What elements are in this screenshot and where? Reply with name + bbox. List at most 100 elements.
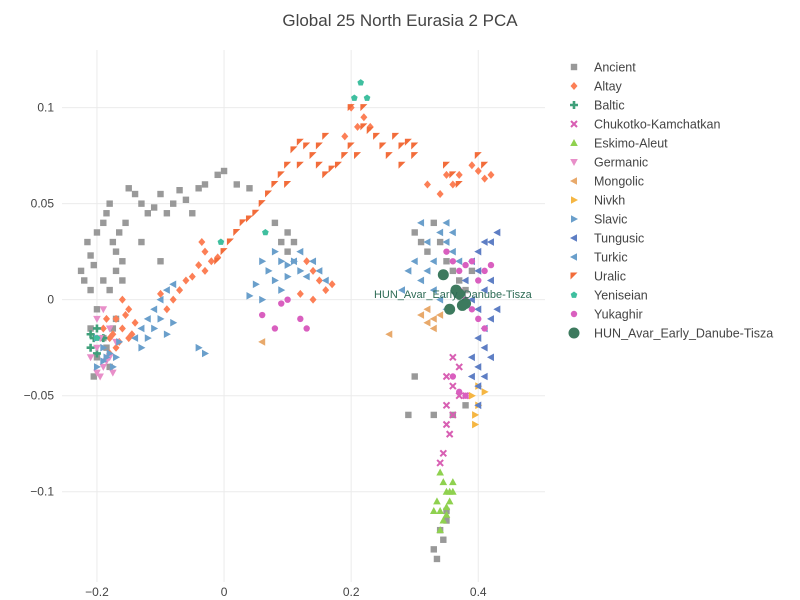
data-point (106, 286, 113, 294)
data-point (404, 138, 412, 146)
data-point (437, 269, 449, 281)
data-point (443, 517, 450, 524)
annotations: HUN_Avar_Early_Danube-Tisza (374, 289, 533, 301)
data-point (93, 369, 101, 377)
data-point (309, 152, 317, 160)
data-point (442, 510, 451, 518)
data-point (363, 94, 371, 101)
data-point (474, 382, 482, 390)
legend-item-yukaghir[interactable]: Yukaghir (570, 308, 643, 322)
data-point (480, 238, 488, 246)
legend-item-uralic[interactable]: Uralic (570, 270, 626, 284)
data-point (93, 306, 101, 313)
data-point (86, 354, 95, 362)
data-point (189, 210, 196, 217)
data-point (150, 305, 158, 314)
data-point (357, 79, 365, 86)
legend-item-altay[interactable]: Altay (570, 80, 623, 94)
data-point (201, 181, 209, 188)
data-point (163, 210, 171, 217)
series-yeniseian (93, 79, 371, 341)
data-point (113, 353, 121, 362)
legend[interactable]: Ancient Altay Baltic Chukotko-Kamchatkan Esk… (568, 61, 774, 341)
data-point (296, 289, 304, 298)
data-point (92, 349, 101, 358)
data-point (411, 142, 419, 150)
data-point (169, 280, 177, 289)
legend-label: Yeniseian (594, 289, 648, 303)
data-point (150, 204, 158, 211)
data-point (442, 161, 450, 169)
data-point (109, 369, 117, 377)
data-point (453, 288, 465, 300)
legend-item-mongolic[interactable]: Mongolic (570, 175, 644, 189)
data-point (277, 171, 285, 179)
data-point (176, 286, 184, 295)
legend-label: Altay (594, 80, 623, 94)
data-point (430, 411, 437, 419)
data-point (475, 277, 482, 284)
legend-item-turkic[interactable]: Turkic (570, 251, 628, 265)
legend-item-nivkh[interactable]: Nivkh (571, 194, 625, 208)
data-point (289, 257, 297, 266)
data-point (366, 127, 374, 135)
data-point (303, 142, 311, 150)
legend-marker (570, 291, 578, 298)
legend-item-ancient[interactable]: Ancient (570, 61, 636, 75)
data-point (303, 257, 311, 266)
data-point (474, 401, 482, 410)
data-point (417, 219, 425, 227)
data-point (462, 261, 469, 269)
y-tick-label: −0.05 (24, 389, 55, 403)
data-point (481, 267, 488, 275)
data-point (99, 334, 108, 343)
data-point (417, 276, 425, 285)
data-point (99, 363, 108, 371)
data-point (487, 261, 495, 269)
data-point (201, 266, 209, 275)
data-point (103, 210, 110, 217)
data-point (102, 314, 110, 323)
series-altay (99, 103, 495, 358)
data-point (423, 305, 431, 314)
y-tick-label: −0.1 (30, 485, 54, 499)
legend-item-yeniseian[interactable]: Yeniseian (570, 289, 648, 303)
legend-item-hun-avar-early-danube-tisza[interactable]: HUN_Avar_Early_Danube-Tisza (568, 327, 774, 341)
data-point (449, 487, 457, 495)
data-point (100, 277, 107, 284)
data-point (87, 286, 94, 294)
data-point (448, 228, 456, 237)
data-point (239, 219, 247, 227)
data-point (436, 526, 444, 534)
data-point (341, 152, 349, 160)
data-point (436, 228, 444, 237)
data-point (442, 503, 451, 511)
data-point (398, 142, 406, 150)
data-point (258, 338, 266, 346)
data-point (99, 324, 107, 333)
series-yukaghir (258, 248, 495, 399)
legend-item-baltic[interactable]: Baltic (570, 99, 625, 113)
data-point (214, 171, 221, 179)
series-germanic (86, 306, 120, 381)
legend-marker (570, 272, 578, 280)
legend-item-germanic[interactable]: Germanic (570, 156, 648, 170)
data-point (443, 258, 450, 265)
legend-marker (570, 253, 577, 261)
data-point (90, 373, 97, 380)
plot-area (77, 79, 501, 563)
data-point (423, 180, 431, 189)
data-point (436, 468, 444, 476)
legend-item-tungusic[interactable]: Tungusic (570, 232, 644, 246)
data-point (112, 267, 120, 275)
data-point (443, 248, 450, 255)
data-point (445, 430, 454, 438)
legend-item-slavic[interactable]: Slavic (571, 213, 627, 227)
legend-item-eskimo-aleut[interactable]: Eskimo-Aleut (570, 137, 668, 151)
legend-item-chukotko-kamchatkan[interactable]: Chukotko-Kamchatkan (570, 118, 721, 132)
legend-marker (570, 159, 578, 166)
data-point (86, 343, 95, 352)
data-point (429, 506, 438, 514)
legend-marker (568, 327, 580, 339)
data-point (284, 296, 291, 303)
